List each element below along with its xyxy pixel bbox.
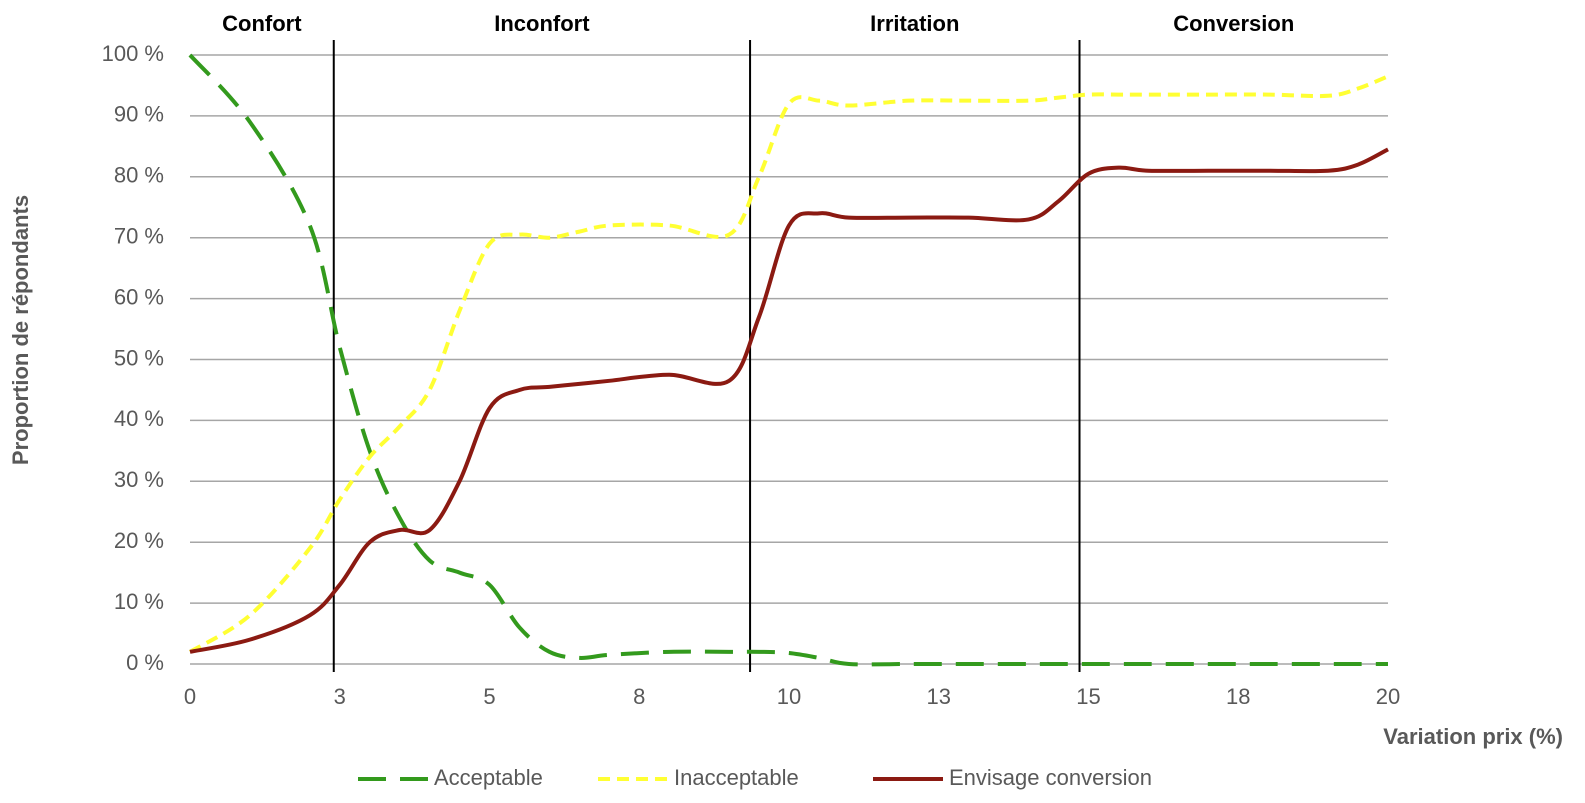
- zone-label: Inconfort: [494, 11, 590, 36]
- series-line: [189, 147, 1389, 654]
- x-axis-title: Variation prix (%): [1383, 724, 1563, 749]
- y-tick-label: 10 %: [114, 589, 164, 614]
- y-tick-label: 50 %: [114, 345, 164, 370]
- x-tick-label: 3: [334, 684, 346, 709]
- x-tick-label: 0: [184, 684, 196, 709]
- zone-label: Conversion: [1173, 11, 1294, 36]
- y-tick-label: 20 %: [114, 528, 164, 553]
- x-tick-label: 13: [927, 684, 951, 709]
- y-tick-label: 60 %: [114, 284, 164, 309]
- series-line: [188, 74, 1389, 654]
- y-tick-label: 40 %: [114, 406, 164, 431]
- x-tick-label: 8: [633, 684, 645, 709]
- x-tick-label: 5: [483, 684, 495, 709]
- y-axis-title: Proportion de répondants: [8, 195, 33, 465]
- legend-label: Envisage conversion: [949, 765, 1152, 790]
- series-line: [188, 53, 1388, 667]
- legend-label: Inacceptable: [674, 765, 799, 790]
- y-tick-label: 70 %: [114, 224, 164, 249]
- y-tick-label: 30 %: [114, 467, 164, 492]
- y-tick-label: 80 %: [114, 163, 164, 188]
- x-tick-label: 18: [1226, 684, 1250, 709]
- zone-label: Confort: [222, 11, 302, 36]
- x-tick-label: 15: [1076, 684, 1100, 709]
- x-tick-label: 20: [1376, 684, 1400, 709]
- zone-label: Irritation: [870, 11, 959, 36]
- y-tick-label: 0 %: [126, 650, 164, 675]
- legend-label: Acceptable: [434, 765, 543, 790]
- x-tick-label: 10: [777, 684, 801, 709]
- y-tick-label: 100 %: [102, 41, 164, 66]
- y-tick-label: 90 %: [114, 102, 164, 127]
